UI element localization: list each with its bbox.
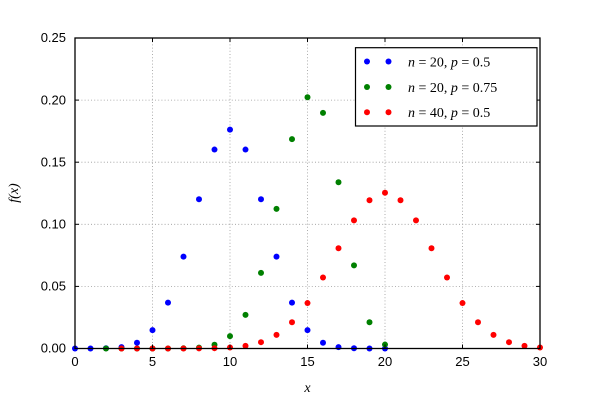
svg-text:0.15: 0.15 <box>41 154 66 169</box>
svg-text:f(x): f(x) <box>7 183 22 203</box>
svg-text:n = 20, p = 0.75: n = 20, p = 0.75 <box>408 81 497 96</box>
svg-text:n = 40, p = 0.5: n = 40, p = 0.5 <box>408 106 490 121</box>
svg-text:5: 5 <box>149 354 156 369</box>
svg-text:0: 0 <box>71 354 78 369</box>
svg-text:25: 25 <box>455 354 469 369</box>
svg-text:x: x <box>303 381 311 396</box>
svg-text:30: 30 <box>533 354 547 369</box>
svg-text:0.05: 0.05 <box>41 279 66 294</box>
svg-text:20: 20 <box>378 354 392 369</box>
svg-text:0.25: 0.25 <box>41 30 66 45</box>
svg-text:0.00: 0.00 <box>41 341 66 356</box>
svg-text:0.10: 0.10 <box>41 217 66 232</box>
svg-text:n = 20, p = 0.5: n = 20, p = 0.5 <box>408 56 490 71</box>
svg-text:0.20: 0.20 <box>41 92 66 107</box>
svg-text:10: 10 <box>223 354 237 369</box>
svg-text:15: 15 <box>300 354 314 369</box>
